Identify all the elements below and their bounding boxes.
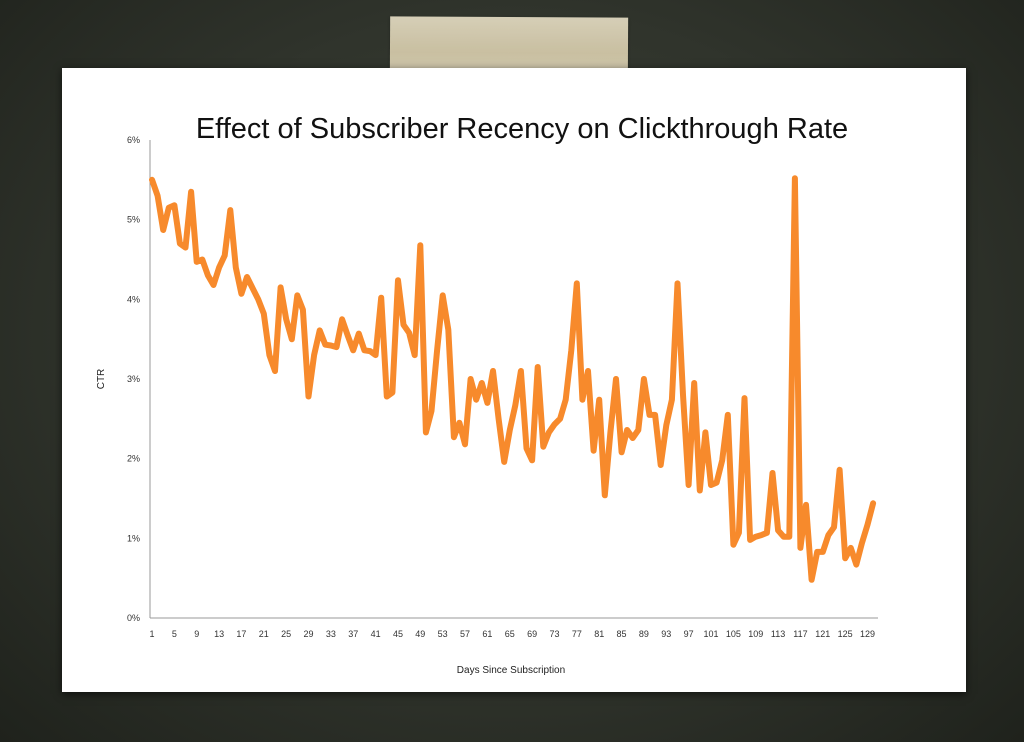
- chart-card: [62, 68, 966, 692]
- x-tick-label: 25: [281, 629, 291, 639]
- x-axis: 1 5 9 13 17 21 25 29 33 37 41 45 49 53 57 61 65 69 73 77 81 8…: [149, 617, 878, 639]
- x-tick-label: 49: [415, 629, 425, 639]
- x-tick-label: 17: [236, 629, 246, 639]
- x-tick-label: 77: [572, 629, 582, 639]
- x-tick-label: 37: [348, 629, 358, 639]
- x-tick-label: 105: [726, 629, 741, 639]
- x-tick-label: 113: [771, 629, 785, 639]
- x-tick-label: 9: [194, 629, 199, 639]
- x-tick-label: 125: [838, 629, 853, 639]
- x-tick-label: 117: [793, 629, 807, 639]
- y-tick-label: 0%: [127, 613, 140, 623]
- x-tick-label: 69: [527, 629, 537, 639]
- x-tick-label: 101: [703, 629, 718, 639]
- x-tick-label: 41: [371, 629, 381, 639]
- y-tick-label: 6%: [127, 135, 140, 145]
- y-tick-label: 3%: [127, 374, 140, 384]
- y-tick-label: 1%: [127, 533, 140, 543]
- x-tick-label: 1: [149, 629, 154, 639]
- x-axis-label: Days Since Subscription: [457, 665, 565, 676]
- x-tick-label: 93: [661, 629, 671, 639]
- x-tick-label: 13: [214, 629, 224, 639]
- chart-title: Effect of Subscriber Recency on Clickthr…: [196, 113, 848, 145]
- x-tick-label: 129: [860, 629, 875, 639]
- x-tick-label: 97: [684, 629, 694, 639]
- x-tick-label: 85: [617, 629, 627, 639]
- y-tick-label: 5%: [127, 215, 140, 225]
- x-tick-label: 45: [393, 629, 403, 639]
- plot-area: [149, 175, 877, 583]
- x-tick-label: 73: [549, 629, 559, 639]
- y-axis: 0% 1% 2% 3% 4% 5% 6%: [127, 135, 151, 623]
- x-tick-label: 121: [815, 629, 830, 639]
- x-tick-label: 57: [460, 629, 470, 639]
- y-axis-label: CTR: [96, 369, 107, 390]
- x-tick-label: 29: [304, 629, 314, 639]
- x-tick-label: 61: [482, 629, 492, 639]
- x-tick-label: 33: [326, 629, 336, 639]
- x-tick-label: 109: [748, 629, 763, 639]
- x-tick-label: 53: [438, 629, 448, 639]
- x-tick-label: 81: [594, 629, 604, 639]
- x-tick-label: 5: [172, 629, 177, 639]
- x-tick-label: 21: [259, 629, 269, 639]
- x-tick-label: 89: [639, 629, 649, 639]
- x-tick-label: 65: [505, 629, 515, 639]
- y-tick-label: 2%: [127, 454, 140, 464]
- y-tick-label: 4%: [127, 294, 140, 304]
- ctr-series-line: [149, 175, 877, 583]
